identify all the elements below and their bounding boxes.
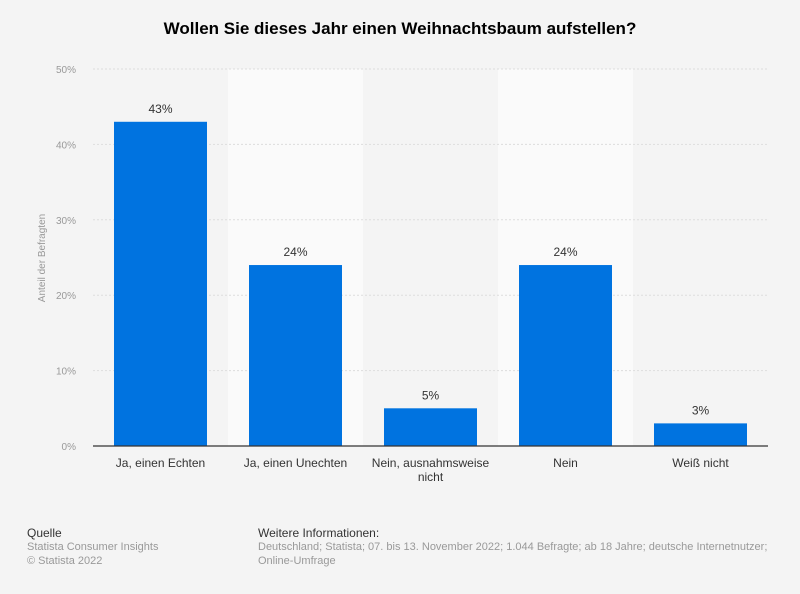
- data-label: 5%: [422, 388, 440, 402]
- y-tick-label: 50%: [56, 65, 76, 76]
- bar: [519, 265, 612, 446]
- y-axis-label: Anteil der Befragten: [37, 214, 48, 302]
- copyright: © Statista 2022: [27, 555, 103, 567]
- bar: [654, 423, 747, 446]
- bar: [114, 121, 207, 446]
- y-tick-label: 30%: [56, 216, 76, 227]
- data-label: 24%: [283, 245, 307, 259]
- chart-title: Wollen Sie dieses Jahr einen Weihnachtsb…: [163, 19, 637, 38]
- data-label: 24%: [553, 245, 577, 259]
- y-tick-label: 10%: [56, 367, 76, 378]
- data-label: 43%: [148, 102, 172, 116]
- x-tick-label: Ja, einen Echten: [116, 456, 205, 470]
- info-text: Deutschland; Statista; 07. bis 13. Novem…: [258, 541, 768, 567]
- source-block: Quelle Statista Consumer Insights © Stat…: [27, 526, 158, 568]
- x-tick-label: Ja, einen Unechten: [244, 456, 347, 470]
- x-tick-label: nicht: [418, 470, 444, 484]
- info-heading: Weitere Informationen:: [258, 526, 380, 540]
- bar: [384, 408, 477, 446]
- y-tick-label: 0%: [62, 442, 77, 453]
- data-label: 3%: [692, 403, 710, 417]
- source-line: Statista Consumer Insights: [27, 541, 159, 553]
- x-tick-label: Nein: [553, 456, 578, 470]
- x-tick-label: Nein, ausnahmsweise: [372, 456, 490, 470]
- source-heading: Quelle: [27, 526, 62, 540]
- bar: [249, 265, 342, 446]
- x-tick-label: Weiß nicht: [672, 456, 729, 470]
- bar-chart: 0% 10% 20% 30% 40% 50% Anteil der Befragten 43%…: [37, 65, 768, 484]
- y-tick-label: 20%: [56, 291, 76, 302]
- info-block: Weitere Informationen: Deutschland; Stat…: [258, 526, 800, 568]
- y-tick-label: 40%: [56, 140, 76, 151]
